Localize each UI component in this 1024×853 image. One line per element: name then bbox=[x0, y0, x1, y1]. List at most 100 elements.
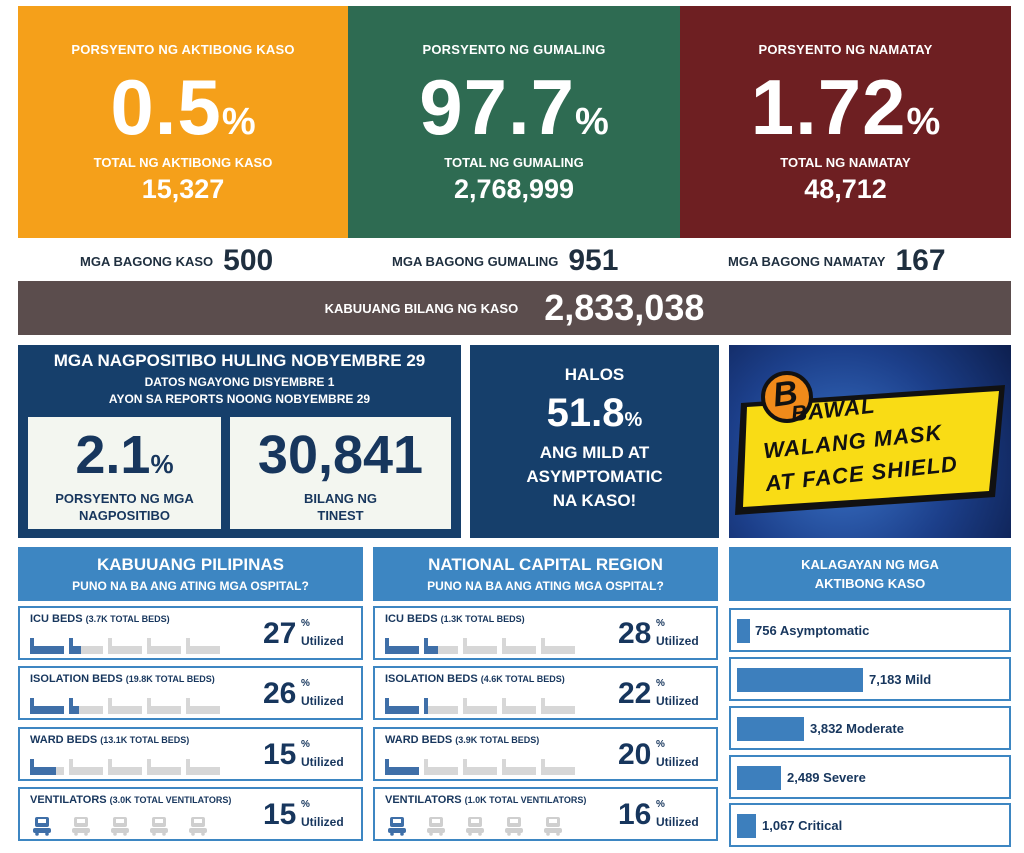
utilization-percent-sign: % bbox=[656, 739, 665, 750]
recovered-pct-label: PORSYENTO NG GUMALING bbox=[422, 42, 606, 57]
bed-icon bbox=[147, 698, 181, 714]
ventilator-icon bbox=[424, 816, 448, 836]
bed-icon bbox=[541, 638, 575, 654]
utilization-total-beds: (1.3K TOTAL BEDS) bbox=[440, 614, 525, 624]
utilization-row-label: WARD BEDS (13.1K TOTAL BEDS) bbox=[30, 734, 189, 746]
status-label: 7,183 Mild bbox=[869, 672, 932, 687]
ventilator-icon bbox=[385, 816, 409, 836]
positivity-rate-value: 2.1% bbox=[75, 425, 174, 485]
positivity-rate-label1: PORSYENTO NG MGA bbox=[55, 491, 194, 506]
tested-box: 30,841 BILANG NG TINEST bbox=[230, 417, 451, 529]
utilization-percent-sign: % bbox=[301, 799, 310, 810]
ncr-title: NATIONAL CAPITAL REGION bbox=[428, 555, 663, 574]
utilization-category: ICU BEDS bbox=[385, 613, 441, 625]
utilization-value: 26 bbox=[263, 677, 297, 710]
bed-icon bbox=[30, 759, 64, 775]
positivity-rate-label2: NAGPOSITIBO bbox=[78, 508, 170, 523]
utilization-percent-sign: % bbox=[301, 618, 310, 629]
utilization-value: 15 bbox=[263, 738, 297, 771]
utilization-word: Utilized bbox=[301, 694, 344, 708]
new-cases-value: 500 bbox=[223, 244, 274, 277]
recovered-total-label: TOTAL NG GUMALING bbox=[444, 155, 584, 170]
bed-icon bbox=[186, 638, 220, 654]
positivity-date: DATOS NGAYONG DISYEMBRE 1 bbox=[144, 375, 335, 389]
status-bar bbox=[737, 619, 750, 643]
utilization-row-label: ISOLATION BEDS (19.8K TOTAL BEDS) bbox=[30, 673, 215, 685]
utilization-word: Utilized bbox=[656, 634, 699, 648]
deaths-total-label: TOTAL NG NAMATAY bbox=[780, 155, 911, 170]
utilization-percent-sign: % bbox=[301, 678, 310, 689]
active-total-value: 15,327 bbox=[141, 174, 225, 204]
utilization-category: ISOLATION BEDS bbox=[385, 673, 481, 685]
status-bar bbox=[737, 717, 804, 741]
utilization-row-label: ICU BEDS (1.3K TOTAL BEDS) bbox=[385, 613, 525, 625]
utilization-total-beds: (19.8K TOTAL BEDS) bbox=[125, 674, 215, 684]
utilization-word: Utilized bbox=[301, 755, 344, 769]
bed-icon bbox=[30, 638, 64, 654]
positivity-rate-box: 2.1% PORSYENTO NG MGA NAGPOSITIBO bbox=[28, 417, 221, 529]
bed-icon bbox=[502, 638, 536, 654]
mild-value: 51.8% bbox=[546, 391, 643, 435]
utilization-word: Utilized bbox=[301, 815, 344, 829]
utilization-value: 22 bbox=[618, 677, 652, 710]
ph-header: KABUUANG PILIPINAS PUNO NA BA ANG ATING … bbox=[18, 547, 363, 601]
status-row: 7,183 Mild bbox=[729, 657, 1011, 701]
positivity-report: AYON SA REPORTS NOONG NOBYEMBRE 29 bbox=[108, 392, 371, 406]
utilization-percent-sign: % bbox=[301, 739, 310, 750]
ventilator-icon bbox=[463, 816, 487, 836]
mild-line3: ASYMPTOMATIC bbox=[526, 467, 663, 486]
ventilator-icon bbox=[541, 816, 565, 836]
tested-label1: BILANG NG bbox=[304, 491, 377, 506]
utilization-category: ICU BEDS bbox=[30, 613, 86, 625]
ph-title: KABUUANG PILIPINAS bbox=[96, 555, 284, 574]
bed-icon bbox=[463, 759, 497, 775]
deaths-total-value: 48,712 bbox=[804, 174, 887, 204]
bed-icon bbox=[30, 698, 64, 714]
status-label: 2,489 Severe bbox=[787, 770, 866, 785]
utilization-value: 15 bbox=[263, 798, 297, 831]
active-pct-value: 0.5% bbox=[110, 63, 256, 151]
bed-icon bbox=[463, 638, 497, 654]
status-label: 1,067 Critical bbox=[762, 818, 843, 833]
status-header: KALAGAYAN NG MGA AKTIBONG KASO bbox=[729, 547, 1011, 601]
new-recovered-value: 951 bbox=[568, 244, 619, 277]
bed-icon bbox=[424, 638, 458, 654]
banner-graphic bbox=[735, 371, 1005, 515]
bed-icon bbox=[502, 698, 536, 714]
mild-line2: ANG MILD AT bbox=[539, 443, 650, 462]
status-bar bbox=[737, 814, 756, 838]
status-bar bbox=[737, 766, 781, 790]
utilization-value: 16 bbox=[618, 798, 652, 831]
bed-icon bbox=[424, 759, 458, 775]
recovered-total-value: 2,768,999 bbox=[453, 174, 575, 204]
utilization-category: WARD BEDS bbox=[30, 734, 101, 746]
utilization-value: 27 bbox=[263, 617, 297, 650]
utilization-row: ICU BEDS (1.3K TOTAL BEDS) 28% Utilized bbox=[373, 606, 718, 660]
bed-icon bbox=[502, 759, 536, 775]
bed-icon bbox=[108, 638, 142, 654]
new-deaths: MGA BAGONG NAMATAY 167 bbox=[728, 244, 946, 278]
new-recovered-label: MGA BAGONG GUMALING bbox=[392, 253, 559, 269]
bed-icon bbox=[424, 698, 458, 714]
deaths-pct-label: PORSYENTO NG NAMATAY bbox=[758, 42, 933, 57]
utilization-row-label: ISOLATION BEDS (4.6K TOTAL BEDS) bbox=[385, 673, 565, 685]
bed-icon bbox=[147, 759, 181, 775]
bed-icon bbox=[385, 698, 419, 714]
utilization-row: WARD BEDS (13.1K TOTAL BEDS) 15% Utilized bbox=[18, 727, 363, 781]
utilization-row: ISOLATION BEDS (4.6K TOTAL BEDS) 22% Utili… bbox=[373, 666, 718, 720]
deaths-pct-value: 1.72% bbox=[750, 63, 941, 151]
ncr-subtitle: PUNO NA BA ANG ATING MGA OSPITAL? bbox=[427, 579, 664, 593]
utilization-percent-sign: % bbox=[656, 618, 665, 629]
bed-icon bbox=[463, 698, 497, 714]
ventilator-icon bbox=[502, 816, 526, 836]
active-cases-panel: PORSYENTO NG AKTIBONG KASO 0.5% TOTAL NG… bbox=[18, 6, 348, 238]
new-cases-label: MGA BAGONG KASO bbox=[80, 253, 214, 269]
ventilator-icon bbox=[69, 816, 93, 836]
utilization-category: VENTILATORS bbox=[385, 794, 465, 806]
mild-panel: HALOS 51.8% ANG MILD AT ASYMPTOMATIC NA … bbox=[470, 345, 719, 538]
utilization-row-label: WARD BEDS (3.9K TOTAL BEDS) bbox=[385, 734, 539, 746]
utilization-word: Utilized bbox=[656, 755, 699, 769]
utilization-row: ICU BEDS (3.7K TOTAL BEDS) 27% Utilized bbox=[18, 606, 363, 660]
bed-icon bbox=[69, 638, 103, 654]
utilization-value: 28 bbox=[618, 617, 652, 650]
